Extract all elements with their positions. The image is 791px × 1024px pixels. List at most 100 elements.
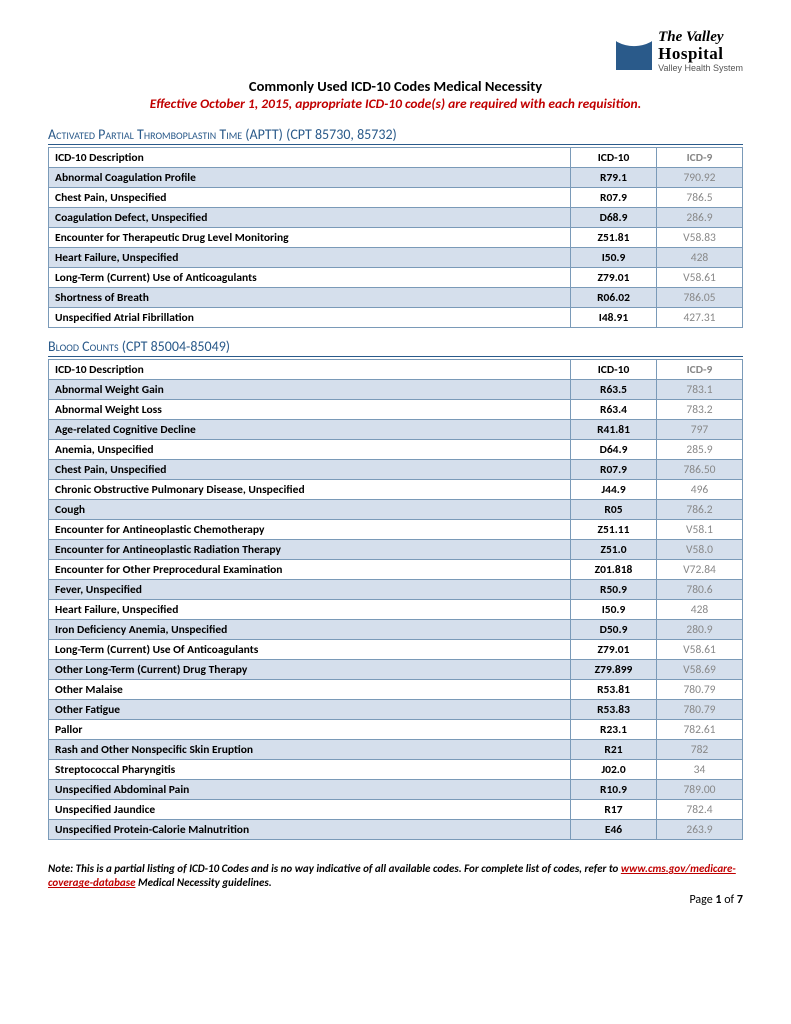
table-row: Encounter for Therapeutic Drug Level Mon… [49, 228, 743, 248]
cell-icd10: R21 [571, 740, 657, 760]
cell-desc: Other Long-Term (Current) Drug Therapy [49, 660, 571, 680]
cell-icd10: J44.9 [571, 480, 657, 500]
cell-icd10: R63.5 [571, 380, 657, 400]
logo-line-1: The Valley [658, 30, 743, 45]
cell-icd9: 286.9 [657, 208, 743, 228]
cell-desc: Streptococcal Pharyngitis [49, 760, 571, 780]
col-icd9: ICD-9 [657, 360, 743, 380]
logo-area: The Valley Hospital Valley Health System [48, 30, 743, 73]
table-row: Heart Failure, UnspecifiedI50.9428 [49, 248, 743, 268]
cell-desc: Heart Failure, Unspecified [49, 600, 571, 620]
cell-icd10: E46 [571, 820, 657, 840]
table-row: Abnormal Weight LossR63.4783.2 [49, 400, 743, 420]
logo-icon [616, 34, 652, 70]
cell-desc: Shortness of Breath [49, 288, 571, 308]
cell-icd9: 34 [657, 760, 743, 780]
cell-icd9: V58.61 [657, 268, 743, 288]
table-row: Other FatigueR53.83780.79 [49, 700, 743, 720]
cell-icd9: V58.61 [657, 640, 743, 660]
cell-icd10: D68.9 [571, 208, 657, 228]
cell-icd10: D64.9 [571, 440, 657, 460]
cell-icd9: 782 [657, 740, 743, 760]
cell-icd9: 786.2 [657, 500, 743, 520]
cell-icd9: 786.50 [657, 460, 743, 480]
page-subtitle: Effective October 1, 2015, appropriate I… [48, 95, 743, 112]
table-row: Abnormal Weight GainR63.5783.1 [49, 380, 743, 400]
hospital-logo: The Valley Hospital Valley Health System [616, 30, 743, 73]
cell-desc: Encounter for Other Preprocedural Examin… [49, 560, 571, 580]
table-row: Encounter for Antineoplastic Radiation T… [49, 540, 743, 560]
table-row: Unspecified Atrial FibrillationI48.91427… [49, 308, 743, 328]
cell-desc: Anemia, Unspecified [49, 440, 571, 460]
cell-desc: Chronic Obstructive Pulmonary Disease, U… [49, 480, 571, 500]
table-row: Unspecified Protein-Calorie Malnutrition… [49, 820, 743, 840]
col-desc: ICD-10 Description [49, 148, 571, 168]
cell-desc: Encounter for Therapeutic Drug Level Mon… [49, 228, 571, 248]
cell-icd9: 782.61 [657, 720, 743, 740]
cell-icd10: R23.1 [571, 720, 657, 740]
cell-desc: Unspecified Jaundice [49, 800, 571, 820]
col-desc: ICD-10 Description [49, 360, 571, 380]
cell-desc: Unspecified Atrial Fibrillation [49, 308, 571, 328]
cell-icd9: 782.4 [657, 800, 743, 820]
cell-icd10: Z01.818 [571, 560, 657, 580]
cell-desc: Unspecified Protein-Calorie Malnutrition [49, 820, 571, 840]
footnote: Note: This is a partial listing of ICD-1… [48, 862, 743, 891]
table-row: Unspecified Abdominal PainR10.9789.00 [49, 780, 743, 800]
table-row: Iron Deficiency Anemia, UnspecifiedD50.9… [49, 620, 743, 640]
table-row: Long-Term (Current) Use Of Anticoagulant… [49, 640, 743, 660]
cell-icd9: 496 [657, 480, 743, 500]
section-heading: Activated Partial Thromboplastin Time (A… [48, 126, 743, 145]
cell-icd9: 280.9 [657, 620, 743, 640]
cell-desc: Chest Pain, Unspecified [49, 188, 571, 208]
cell-icd9: 780.79 [657, 680, 743, 700]
table-row: CoughR05786.2 [49, 500, 743, 520]
table-row: Long-Term (Current) Use of Anticoagulant… [49, 268, 743, 288]
cell-icd10: R41.81 [571, 420, 657, 440]
footnote-pre: Note: This is a partial listing of ICD-1… [48, 862, 621, 875]
cell-icd9: 780.79 [657, 700, 743, 720]
cell-icd10: R53.83 [571, 700, 657, 720]
table-row: Unspecified JaundiceR17782.4 [49, 800, 743, 820]
cell-icd9: V58.69 [657, 660, 743, 680]
table-row: Chronic Obstructive Pulmonary Disease, U… [49, 480, 743, 500]
cell-icd10: R10.9 [571, 780, 657, 800]
cell-desc: Encounter for Antineoplastic Radiation T… [49, 540, 571, 560]
cell-icd10: R06.02 [571, 288, 657, 308]
cell-icd9: 786.05 [657, 288, 743, 308]
cell-desc: Cough [49, 500, 571, 520]
cell-icd9: 428 [657, 600, 743, 620]
cell-desc: Other Malaise [49, 680, 571, 700]
cell-icd10: R05 [571, 500, 657, 520]
cell-desc: Long-Term (Current) Use Of Anticoagulant… [49, 640, 571, 660]
cell-icd10: Z51.81 [571, 228, 657, 248]
table-row: PallorR23.1782.61 [49, 720, 743, 740]
cell-icd10: D50.9 [571, 620, 657, 640]
cell-icd9: 783.2 [657, 400, 743, 420]
col-icd9: ICD-9 [657, 148, 743, 168]
cell-desc: Heart Failure, Unspecified [49, 248, 571, 268]
cell-icd10: R50.9 [571, 580, 657, 600]
cell-icd10: Z51.0 [571, 540, 657, 560]
cell-desc: Coagulation Defect, Unspecified [49, 208, 571, 228]
cell-desc: Age-related Cognitive Decline [49, 420, 571, 440]
cell-icd10: R53.81 [571, 680, 657, 700]
cell-icd10: I50.9 [571, 248, 657, 268]
table-row: Coagulation Defect, UnspecifiedD68.9286.… [49, 208, 743, 228]
table-row: Chest Pain, UnspecifiedR07.9786.5 [49, 188, 743, 208]
cell-icd9: 427.31 [657, 308, 743, 328]
table-row: Heart Failure, UnspecifiedI50.9428 [49, 600, 743, 620]
cell-icd9: 780.6 [657, 580, 743, 600]
table-row: Streptococcal PharyngitisJ02.034 [49, 760, 743, 780]
table-row: Fever, UnspecifiedR50.9780.6 [49, 580, 743, 600]
cell-icd9: 786.5 [657, 188, 743, 208]
cell-icd10: Z79.01 [571, 640, 657, 660]
cell-desc: Abnormal Weight Gain [49, 380, 571, 400]
cell-icd9: V72.84 [657, 560, 743, 580]
cell-desc: Long-Term (Current) Use of Anticoagulant… [49, 268, 571, 288]
cell-icd10: R63.4 [571, 400, 657, 420]
cell-desc: Unspecified Abdominal Pain [49, 780, 571, 800]
logo-line-2: Hospital [658, 45, 743, 62]
section-heading: Blood Counts (CPT 85004-85049) [48, 338, 743, 357]
cell-icd10: Z51.11 [571, 520, 657, 540]
